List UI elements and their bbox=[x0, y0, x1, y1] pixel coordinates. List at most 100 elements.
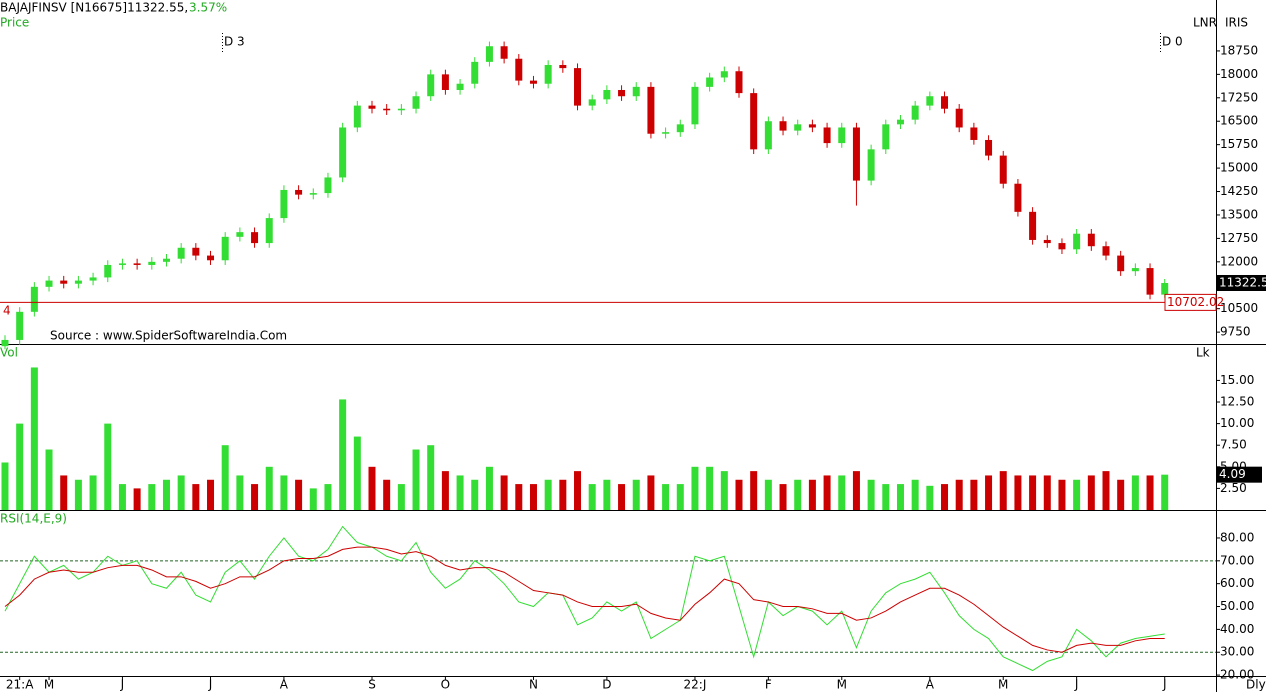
candle-body bbox=[867, 149, 875, 181]
volume-bar bbox=[236, 475, 244, 510]
volume-bar bbox=[295, 479, 303, 510]
x-tick-label: F bbox=[765, 678, 772, 692]
label-box bbox=[1164, 293, 1217, 311]
candle-body bbox=[427, 74, 435, 97]
candle-body bbox=[632, 86, 640, 97]
volume-bar bbox=[324, 484, 332, 510]
candle-body bbox=[941, 96, 949, 109]
volume-bar bbox=[808, 479, 816, 510]
candle-body bbox=[162, 258, 170, 262]
volume-bar bbox=[1087, 475, 1095, 510]
candle-body bbox=[485, 46, 493, 62]
x-tick-label: S bbox=[368, 678, 376, 692]
volume-bar bbox=[383, 479, 391, 510]
volume-bar bbox=[838, 475, 846, 510]
volume-bar bbox=[353, 436, 361, 510]
x-tick-label: D bbox=[602, 678, 611, 692]
x-tick-label: 22:J bbox=[684, 678, 707, 692]
candle-body bbox=[1014, 183, 1022, 212]
volume-bar bbox=[456, 475, 464, 510]
volume-bar bbox=[985, 475, 993, 510]
candle-body bbox=[926, 96, 934, 106]
y-tick-label: 20.00 bbox=[1220, 668, 1254, 682]
volume-bar bbox=[706, 466, 714, 510]
candle-body bbox=[1131, 268, 1139, 272]
volume-bar bbox=[529, 484, 537, 510]
candle-body bbox=[1058, 243, 1066, 250]
volume-bar bbox=[118, 484, 126, 510]
y-tick-label: 9750 bbox=[1220, 325, 1251, 339]
volume-bar bbox=[1014, 475, 1022, 510]
volume-bar bbox=[309, 488, 317, 510]
y-tick-label: 10.00 bbox=[1220, 416, 1254, 430]
volume-bar bbox=[1029, 475, 1037, 510]
volume-bar bbox=[500, 475, 508, 510]
unit-label: Lk bbox=[1196, 346, 1210, 360]
unit-label: IRIS bbox=[1225, 16, 1248, 30]
volume-bar bbox=[1043, 475, 1051, 510]
volume-bar bbox=[1131, 475, 1139, 510]
volume-bar bbox=[750, 471, 758, 510]
candle-body bbox=[955, 108, 963, 128]
volume-bar bbox=[588, 484, 596, 510]
x-tick-label: O bbox=[441, 678, 450, 692]
y-tick-label: 16500 bbox=[1220, 114, 1258, 128]
candle-body bbox=[441, 74, 449, 90]
pane-title: Vol bbox=[0, 346, 18, 360]
candle-body bbox=[838, 127, 846, 144]
x-tick-label: N bbox=[529, 678, 538, 692]
y-tick-label: 17250 bbox=[1220, 90, 1258, 104]
volume-bar bbox=[647, 475, 655, 510]
volume-bar bbox=[265, 466, 273, 510]
candle-body bbox=[618, 89, 626, 97]
volume-bar bbox=[720, 471, 728, 510]
volume-bar bbox=[926, 485, 934, 510]
volume-bar bbox=[162, 479, 170, 510]
candle-body bbox=[118, 263, 126, 265]
y-tick-label: 7.50 bbox=[1220, 438, 1247, 452]
volume-bar bbox=[339, 399, 347, 510]
y-tick-label: 15.00 bbox=[1220, 373, 1254, 387]
volume-bar bbox=[427, 445, 435, 510]
volume-bar bbox=[1102, 471, 1110, 510]
last-price-label: 11322.5 bbox=[1219, 275, 1266, 289]
y-tick-label: 2.50 bbox=[1220, 481, 1247, 495]
volume-bar bbox=[764, 479, 772, 510]
y-tick-label: 40.00 bbox=[1220, 622, 1254, 636]
volume-bar bbox=[177, 475, 185, 510]
y-tick-label: 60.00 bbox=[1220, 576, 1254, 590]
candle-body bbox=[896, 119, 904, 125]
marker-label: D 3 bbox=[224, 35, 245, 49]
candle-body bbox=[808, 124, 816, 128]
candle-body bbox=[779, 121, 787, 131]
x-tick-label: J bbox=[1162, 678, 1167, 692]
volume-bar bbox=[896, 484, 904, 510]
last-value-box bbox=[1217, 466, 1262, 483]
candle-body bbox=[588, 99, 596, 106]
x-tick-label: M bbox=[998, 678, 1008, 692]
candle-body bbox=[1102, 246, 1110, 256]
y-tick-label: 13500 bbox=[1220, 207, 1258, 221]
volume-bar bbox=[574, 471, 582, 510]
candle-body bbox=[691, 86, 699, 125]
candle-body bbox=[412, 96, 420, 109]
candle-body bbox=[706, 77, 714, 87]
volume-bar bbox=[485, 466, 493, 510]
x-tick-label: J bbox=[120, 678, 125, 692]
volume-bar bbox=[89, 475, 97, 510]
volume-bar bbox=[1117, 479, 1125, 510]
volume-bar bbox=[412, 449, 420, 510]
candle-body bbox=[559, 64, 567, 69]
candle-body bbox=[823, 127, 831, 144]
candle-body bbox=[1, 339, 9, 347]
candle-body bbox=[999, 155, 1007, 184]
volume-bar bbox=[852, 471, 860, 510]
y-tick-label: 70.00 bbox=[1220, 553, 1254, 567]
volume-bar bbox=[1161, 474, 1169, 510]
volume-bar bbox=[16, 423, 24, 510]
candle-body bbox=[397, 108, 405, 111]
last-price-box bbox=[1217, 274, 1266, 291]
candle-body bbox=[368, 105, 376, 109]
volume-bar bbox=[104, 423, 112, 510]
